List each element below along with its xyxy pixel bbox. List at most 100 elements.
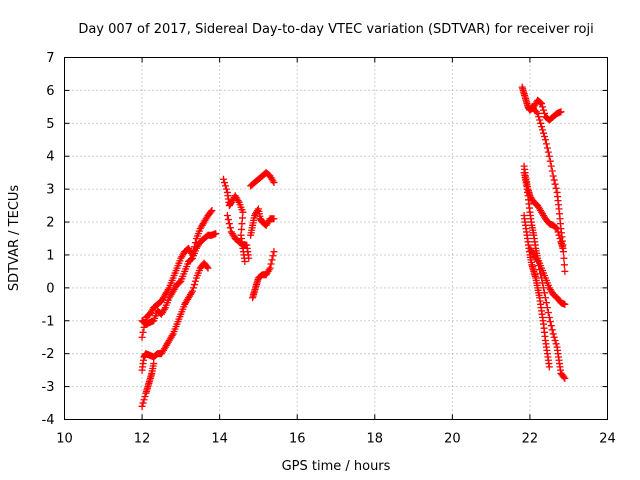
data-point-track-f (226, 224, 234, 232)
data-point-track-k (560, 261, 568, 269)
data-point-track-k (551, 180, 559, 188)
data-point-track-i (269, 252, 277, 260)
data-point-track-e (220, 175, 228, 183)
data-point-track-o (537, 270, 545, 278)
data-point-track-l (552, 224, 560, 232)
y-tick-label: 6 (46, 84, 54, 99)
data-point-track-o (541, 294, 549, 302)
data-point-track-k (560, 254, 568, 262)
y-tick-label: 0 (46, 281, 54, 296)
data-point-track-o (535, 262, 543, 270)
data-point-track-e (221, 182, 229, 190)
data-point-track-k (541, 136, 549, 144)
x-tick-label: 10 (56, 432, 73, 447)
data-point-track-k (561, 267, 569, 275)
data-point-track-k (535, 113, 543, 121)
data-point-track-c (139, 399, 147, 407)
data-point-track-m (561, 300, 569, 308)
x-tick-label: 22 (522, 432, 539, 447)
grid-layer (64, 57, 608, 420)
data-point-track-k (536, 116, 544, 124)
data-point-track-i (267, 260, 275, 268)
data-point-track-k (540, 132, 548, 140)
x-tick-label: 20 (444, 432, 461, 447)
y-tick-label: 3 (46, 183, 54, 198)
data-point-track-o (550, 333, 558, 341)
data-point-track-c (150, 360, 158, 368)
x-axis-label: GPS time / hours (282, 459, 391, 474)
data-point-track-o (561, 374, 569, 382)
data-point-track-e (222, 185, 230, 193)
data-point-track-o (533, 256, 541, 264)
data-point-track-o (547, 322, 555, 330)
y-tick-label: 5 (46, 117, 54, 132)
data-point-track-a (207, 208, 215, 216)
data-point-track-o (536, 266, 544, 274)
data-point-track-k (544, 148, 552, 156)
data-point-track-o (551, 337, 559, 345)
data-point-track-o (543, 304, 551, 312)
data-point-track-k (546, 157, 554, 165)
data-point-track-l (556, 235, 564, 242)
data-point-track-o (544, 309, 552, 317)
data-point-track-b (189, 284, 197, 292)
y-tick-label: 2 (46, 216, 54, 231)
data-point-track-k (545, 152, 553, 160)
x-tick-label: 16 (289, 432, 306, 447)
data-point-track-o (548, 326, 556, 334)
data-point-track-n (545, 363, 553, 371)
data-point-track-f (223, 211, 231, 219)
data-point-track-g (269, 177, 277, 185)
data-point-track-a (138, 333, 146, 341)
data-point-track-k (547, 162, 555, 170)
data-point-track-c (140, 396, 148, 404)
data-point-track-o (552, 340, 560, 348)
data-point-track-k (543, 144, 551, 152)
y-tick-label: -1 (42, 314, 55, 329)
data-point-track-e (220, 179, 228, 187)
x-tick-label: 24 (599, 432, 616, 447)
data-point-track-j (540, 106, 548, 114)
data-point-track-j (540, 109, 548, 117)
data-point-track-o (560, 373, 568, 381)
data-point-track-o (545, 313, 553, 321)
data-point-track-l (553, 225, 561, 233)
data-point-track-j (538, 100, 546, 108)
data-point-track-j (539, 103, 547, 111)
data-point-track-k (540, 129, 548, 137)
data-point-track-b (191, 277, 199, 285)
data-point-track-i (265, 266, 273, 274)
data-point-track-k (537, 119, 545, 127)
data-point-track-k (539, 126, 547, 134)
data-point-track-k (532, 108, 540, 116)
plot-frame (64, 57, 608, 420)
data-point-track-k (538, 123, 546, 131)
x-tick-label: 14 (211, 432, 228, 447)
data-point-track-e (234, 197, 242, 205)
data-point-track-l (555, 231, 563, 239)
data-point-track-f (225, 220, 233, 228)
data-point-track-o (539, 279, 547, 287)
y-tick-label: -4 (42, 413, 55, 428)
data-point-track-a (139, 328, 147, 336)
data-point-track-f (245, 254, 253, 262)
data-point-track-b (188, 289, 196, 297)
data-point-track-d (160, 305, 168, 313)
y-tick-label: 4 (46, 150, 54, 165)
data-point-track-k (549, 172, 557, 180)
y-axis-label: SDTVAR / TECUs (7, 185, 22, 292)
data-point-track-k (552, 184, 560, 192)
y-tick-label: 1 (46, 248, 54, 263)
data-point-track-b (190, 281, 198, 289)
data-point-track-o (542, 299, 550, 307)
data-point-track-c (141, 392, 149, 400)
data-point-track-d (212, 230, 220, 238)
data-point-track-o (549, 330, 557, 338)
data-point-track-i (266, 264, 274, 272)
data-point-track-i (268, 256, 276, 264)
data-point-track-b (188, 287, 196, 295)
y-tick-label: -2 (42, 347, 55, 362)
data-point-track-o (546, 318, 554, 326)
